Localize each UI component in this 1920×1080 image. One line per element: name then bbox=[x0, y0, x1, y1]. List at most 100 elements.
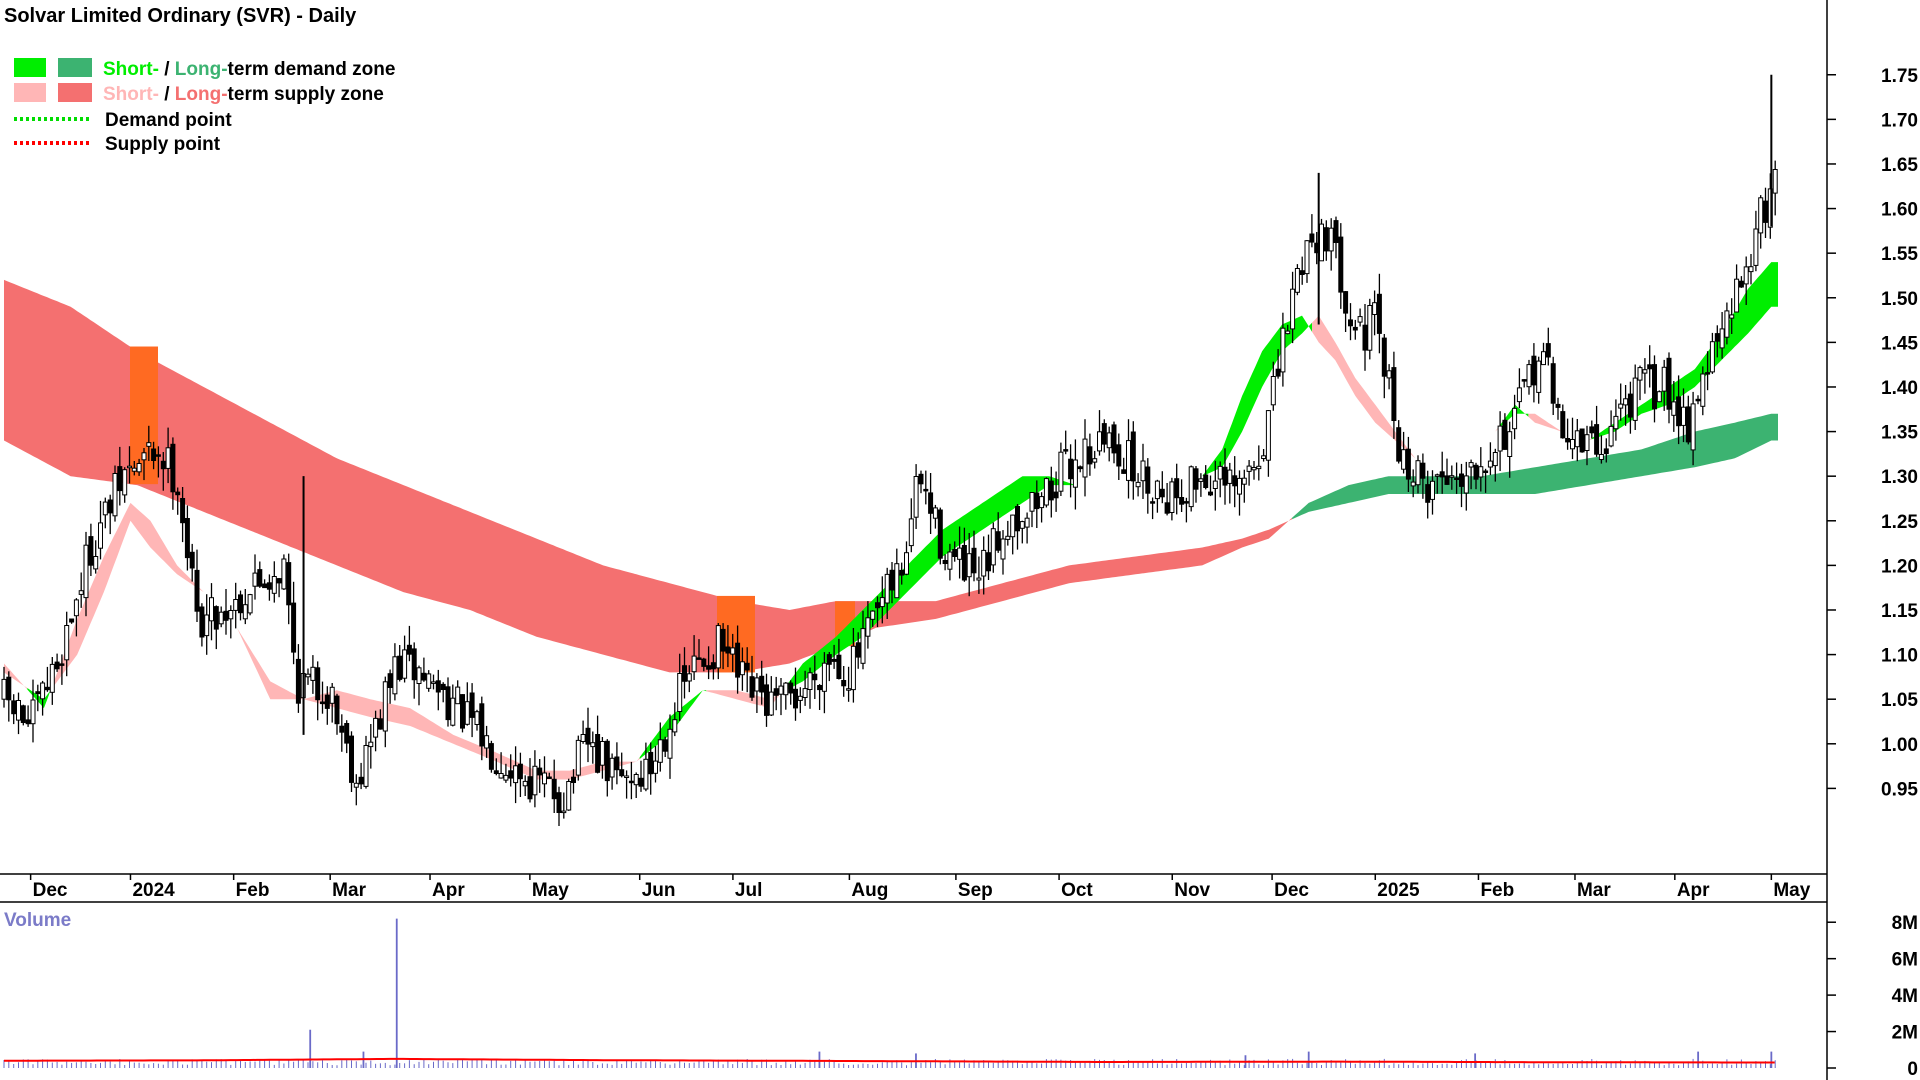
candle-body bbox=[995, 531, 1001, 551]
candle-body bbox=[614, 756, 620, 771]
candle-body bbox=[764, 684, 769, 716]
candle-body bbox=[199, 606, 205, 638]
candle-body bbox=[571, 776, 576, 784]
candle-body bbox=[117, 466, 123, 492]
candle-body bbox=[942, 560, 948, 564]
x-tick-label: 2024 bbox=[132, 880, 175, 901]
candle-body bbox=[315, 667, 321, 701]
candle-body bbox=[1101, 423, 1107, 445]
candle-body bbox=[493, 770, 499, 774]
time-axis: Dec 2024 Feb Mar Apr May Jun Jul Aug Sep Oct Nov Dec… bbox=[0, 873, 1827, 903]
candle-body bbox=[218, 611, 224, 625]
candle-body bbox=[1232, 475, 1238, 487]
candle-body bbox=[1410, 481, 1416, 487]
candle-body bbox=[841, 680, 847, 687]
candle-body bbox=[30, 699, 36, 725]
candle-body bbox=[1372, 302, 1378, 316]
candle-body bbox=[802, 688, 808, 698]
candle-body bbox=[1516, 387, 1522, 403]
candle-body bbox=[836, 654, 842, 680]
candle-body bbox=[1594, 424, 1600, 455]
candle-body bbox=[1386, 370, 1392, 379]
candle-body bbox=[131, 467, 137, 472]
candle-body bbox=[1507, 431, 1513, 458]
candle-body bbox=[715, 625, 721, 669]
candle-body bbox=[368, 741, 374, 748]
candle-body bbox=[672, 719, 678, 733]
candle-body bbox=[40, 682, 46, 700]
x-tick-label: Oct bbox=[1061, 880, 1093, 901]
candle-body bbox=[349, 735, 354, 783]
candle-body bbox=[759, 675, 765, 693]
candle-body bbox=[1671, 401, 1677, 416]
candle-body bbox=[127, 465, 132, 469]
candle-body bbox=[797, 695, 803, 701]
price-tick-label: 1.50 bbox=[1881, 289, 1918, 310]
candle-body bbox=[1237, 477, 1242, 495]
candle-body bbox=[894, 563, 900, 599]
candle-body bbox=[662, 739, 668, 752]
candle-body bbox=[1729, 314, 1735, 319]
candle-body bbox=[1299, 270, 1305, 276]
candle-body bbox=[1343, 291, 1349, 314]
chart-title: Solvar Limited Ordinary (SVR) - Daily bbox=[4, 5, 357, 27]
candle-body bbox=[1304, 240, 1310, 275]
legend-supply-point: Supply point bbox=[14, 134, 221, 155]
candle-body bbox=[1695, 398, 1701, 402]
candle-body bbox=[749, 676, 755, 698]
candle-body bbox=[638, 777, 644, 787]
candle-body bbox=[281, 558, 287, 590]
candle-body bbox=[64, 625, 70, 661]
candle-body bbox=[1381, 337, 1387, 377]
volume-tick-label: 0 bbox=[1907, 1059, 1918, 1080]
candle-body bbox=[25, 719, 31, 725]
candle-body bbox=[1565, 438, 1571, 443]
candle-body bbox=[947, 551, 953, 570]
candle-body bbox=[136, 463, 142, 473]
candle-body bbox=[1666, 357, 1672, 410]
price-tick-label: 1.05 bbox=[1881, 690, 1918, 711]
volume-tick-label: 6M bbox=[1892, 950, 1918, 971]
x-tick-label: May bbox=[1773, 880, 1810, 901]
candle-body bbox=[875, 602, 880, 609]
candle-body bbox=[1555, 403, 1561, 408]
candle-body bbox=[329, 686, 335, 704]
candle-body bbox=[1560, 411, 1566, 439]
price-tick-label: 1.10 bbox=[1881, 646, 1918, 667]
candle-body bbox=[1294, 268, 1300, 293]
candle-body bbox=[1492, 452, 1498, 467]
x-tick-label: Mar bbox=[1577, 880, 1611, 901]
legend-demand-short: Short- bbox=[103, 59, 159, 80]
candle-body bbox=[585, 727, 591, 745]
candle-body bbox=[566, 781, 572, 811]
legend-supply-short: Short- bbox=[103, 84, 159, 105]
candle-body bbox=[1010, 514, 1016, 538]
legend-supply-rest: term supply zone bbox=[228, 84, 384, 105]
candle-body bbox=[1570, 439, 1575, 450]
candle-body bbox=[141, 452, 147, 461]
price-tick-label: 1.40 bbox=[1881, 378, 1918, 399]
candle-body bbox=[247, 594, 253, 614]
candle-body bbox=[402, 649, 408, 679]
candle-body bbox=[223, 610, 229, 621]
candle-body bbox=[1531, 355, 1537, 386]
candle-body bbox=[1763, 200, 1768, 223]
candle-body bbox=[102, 501, 108, 516]
candle-body bbox=[1097, 431, 1102, 452]
legend-short-supply-swatch bbox=[14, 83, 46, 102]
candle-body bbox=[1483, 470, 1489, 473]
candle-body bbox=[479, 703, 485, 747]
candle-body bbox=[1512, 407, 1518, 430]
candle-body bbox=[517, 763, 523, 780]
candle-body bbox=[1217, 465, 1223, 480]
candle-body bbox=[913, 476, 919, 518]
candle-body bbox=[971, 547, 977, 574]
candle-body bbox=[899, 569, 905, 576]
candle-body bbox=[691, 655, 697, 673]
candle-body bbox=[1222, 466, 1228, 486]
candle-body bbox=[966, 553, 972, 578]
candle-body bbox=[1280, 327, 1286, 373]
price-tick-label: 1.30 bbox=[1881, 467, 1918, 488]
candle-body bbox=[1285, 330, 1291, 335]
